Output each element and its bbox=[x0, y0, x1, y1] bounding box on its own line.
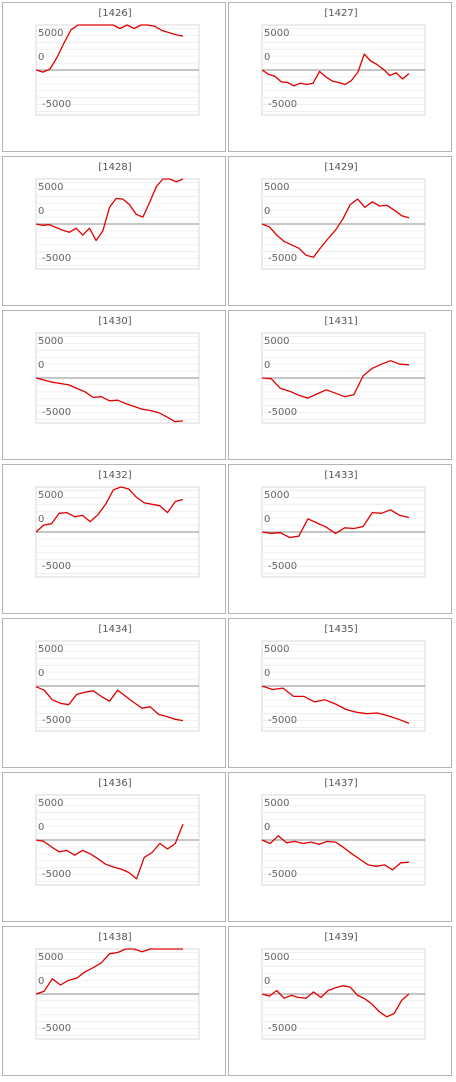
y-tick-label: 5000 bbox=[38, 644, 63, 655]
chart-svg: [1426] 5000 0 -5000 bbox=[35, 8, 200, 116]
chart-panel: [1428] 5000 0 -5000 bbox=[2, 156, 226, 306]
chart-title: [1427] bbox=[324, 8, 357, 19]
chart-title: [1435] bbox=[324, 624, 357, 635]
chart-panel: [1432] 5000 0 -5000 bbox=[2, 464, 226, 614]
chart-title: [1438] bbox=[98, 932, 131, 943]
series-line bbox=[261, 509, 410, 539]
chart-title: [1436] bbox=[98, 778, 131, 789]
y-tick-label: 5000 bbox=[264, 336, 289, 347]
chart-title: [1433] bbox=[324, 470, 357, 481]
chart-svg: [1433] 5000 0 -5000 bbox=[261, 470, 426, 578]
chart-title: [1428] bbox=[98, 162, 131, 173]
y-tick-label: -5000 bbox=[42, 99, 71, 110]
chart-svg: [1432] 5000 0 -5000 bbox=[35, 470, 200, 578]
y-tick-label: -5000 bbox=[268, 1023, 297, 1034]
chart-svg: [1435] 5000 0 -5000 bbox=[261, 624, 426, 732]
chart-title: [1430] bbox=[98, 316, 131, 327]
y-tick-label: 5000 bbox=[38, 952, 63, 963]
y-tick-label: -5000 bbox=[268, 715, 297, 726]
y-tick-label: 0 bbox=[38, 206, 44, 217]
series-line bbox=[35, 486, 184, 533]
series-line bbox=[261, 198, 410, 258]
y-tick-label: -5000 bbox=[42, 407, 71, 418]
y-tick-label: 0 bbox=[38, 360, 44, 371]
y-tick-label: -5000 bbox=[268, 253, 297, 264]
y-tick-label: -5000 bbox=[268, 561, 297, 572]
y-tick-label: 5000 bbox=[264, 28, 289, 39]
series-line bbox=[35, 24, 184, 73]
y-tick-label: -5000 bbox=[268, 99, 297, 110]
y-tick-label: 0 bbox=[264, 668, 270, 679]
y-tick-label: 0 bbox=[264, 360, 270, 371]
y-tick-label: 5000 bbox=[264, 490, 289, 501]
chart-panel: [1434] 5000 0 -5000 bbox=[2, 618, 226, 768]
chart-panel: [1436] 5000 0 -5000 bbox=[2, 772, 226, 922]
y-tick-label: 0 bbox=[38, 668, 44, 679]
series-line bbox=[35, 823, 184, 880]
y-tick-label: -5000 bbox=[268, 869, 297, 880]
chart-svg: [1438] 5000 0 -5000 bbox=[35, 932, 200, 1040]
series-line bbox=[261, 835, 410, 871]
chart-panel: [1427] 5000 0 -5000 bbox=[228, 2, 452, 152]
series-line bbox=[35, 178, 184, 242]
chart-svg: [1437] 5000 0 -5000 bbox=[261, 778, 426, 886]
chart-panel: [1426] 5000 0 -5000 bbox=[2, 2, 226, 152]
y-tick-label: 5000 bbox=[264, 798, 289, 809]
chart-svg: [1436] 5000 0 -5000 bbox=[35, 778, 200, 886]
chart-svg: [1434] 5000 0 -5000 bbox=[35, 624, 200, 732]
y-tick-label: -5000 bbox=[42, 561, 71, 572]
chart-title: [1439] bbox=[324, 932, 357, 943]
y-tick-label: -5000 bbox=[268, 407, 297, 418]
series-line bbox=[261, 685, 410, 725]
chart-panel: [1433] 5000 0 -5000 bbox=[228, 464, 452, 614]
chart-title: [1429] bbox=[324, 162, 357, 173]
series-line bbox=[261, 53, 410, 87]
chart-panel: [1435] 5000 0 -5000 bbox=[228, 618, 452, 768]
y-tick-label: 0 bbox=[38, 822, 44, 833]
chart-title: [1432] bbox=[98, 470, 131, 481]
y-tick-label: -5000 bbox=[42, 869, 71, 880]
y-tick-label: 5000 bbox=[38, 28, 63, 39]
y-tick-label: 5000 bbox=[264, 644, 289, 655]
y-tick-label: 5000 bbox=[264, 952, 289, 963]
y-tick-label: 0 bbox=[38, 52, 44, 63]
y-tick-label: -5000 bbox=[42, 253, 71, 264]
y-tick-label: 0 bbox=[38, 976, 44, 987]
chart-title: [1426] bbox=[98, 8, 131, 19]
chart-panel: [1429] 5000 0 -5000 bbox=[228, 156, 452, 306]
y-tick-label: 0 bbox=[264, 822, 270, 833]
y-tick-label: 0 bbox=[38, 514, 44, 525]
y-tick-label: 5000 bbox=[38, 182, 63, 193]
series-line bbox=[35, 377, 184, 423]
y-tick-label: 5000 bbox=[264, 182, 289, 193]
chart-svg: [1427] 5000 0 -5000 bbox=[261, 8, 426, 116]
chart-panel: [1437] 5000 0 -5000 bbox=[228, 772, 452, 922]
series-line bbox=[261, 985, 410, 1018]
chart-panel: [1439] 5000 0 -5000 bbox=[228, 926, 452, 1076]
y-tick-label: 0 bbox=[264, 52, 270, 63]
y-tick-label: 0 bbox=[264, 976, 270, 987]
chart-svg: [1429] 5000 0 -5000 bbox=[261, 162, 426, 270]
chart-svg: [1428] 5000 0 -5000 bbox=[35, 162, 200, 270]
chart-title: [1434] bbox=[98, 624, 131, 635]
chart-panel: [1431] 5000 0 -5000 bbox=[228, 310, 452, 460]
y-tick-label: 5000 bbox=[38, 798, 63, 809]
chart-panel: [1430] 5000 0 -5000 bbox=[2, 310, 226, 460]
y-tick-label: 0 bbox=[264, 206, 270, 217]
series-line bbox=[261, 360, 410, 399]
chart-panel: [1438] 5000 0 -5000 bbox=[2, 926, 226, 1076]
chart-title: [1437] bbox=[324, 778, 357, 789]
y-tick-label: -5000 bbox=[42, 715, 71, 726]
chart-svg: [1431] 5000 0 -5000 bbox=[261, 316, 426, 424]
chart-svg: [1439] 5000 0 -5000 bbox=[261, 932, 426, 1040]
y-tick-label: -5000 bbox=[42, 1023, 71, 1034]
y-tick-label: 0 bbox=[264, 514, 270, 525]
chart-svg: [1430] 5000 0 -5000 bbox=[35, 316, 200, 424]
series-line bbox=[35, 686, 184, 722]
series-line bbox=[35, 948, 183, 995]
y-tick-label: 5000 bbox=[38, 336, 63, 347]
chart-title: [1431] bbox=[324, 316, 357, 327]
y-tick-label: 5000 bbox=[38, 490, 63, 501]
